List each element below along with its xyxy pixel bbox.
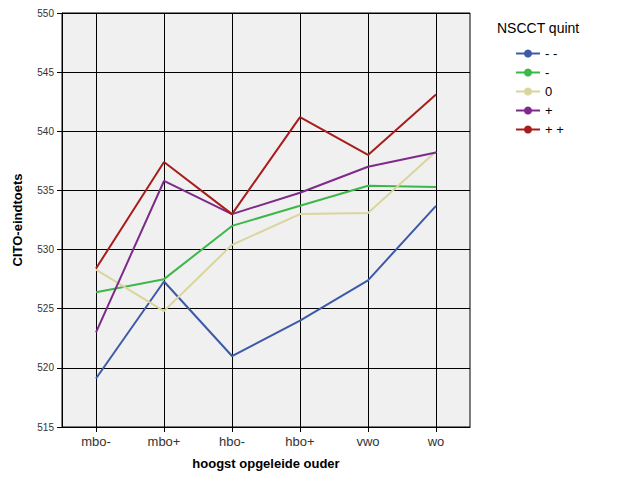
svg-text:530: 530 xyxy=(37,244,54,255)
svg-text:515: 515 xyxy=(37,422,54,433)
svg-text:+ +: + + xyxy=(545,122,564,137)
svg-text:-: - xyxy=(545,65,549,80)
svg-text:+: + xyxy=(545,103,553,118)
svg-text:hbo-: hbo- xyxy=(219,434,245,449)
svg-text:hbo+: hbo+ xyxy=(285,434,314,449)
svg-text:wo: wo xyxy=(427,434,445,449)
svg-text:550: 550 xyxy=(37,8,54,19)
svg-text:mbo+: mbo+ xyxy=(148,434,181,449)
svg-text:525: 525 xyxy=(37,303,54,314)
svg-text:545: 545 xyxy=(37,67,54,78)
svg-text:CITO-eindtoets: CITO-eindtoets xyxy=(10,174,25,267)
svg-text:NSCCT quint: NSCCT quint xyxy=(497,20,579,36)
svg-text:hoogst opgeleide ouder: hoogst opgeleide ouder xyxy=(192,456,339,471)
svg-text:mbo-: mbo- xyxy=(81,434,111,449)
svg-text:540: 540 xyxy=(37,126,54,137)
svg-text:- -: - - xyxy=(545,46,557,61)
svg-text:535: 535 xyxy=(37,185,54,196)
svg-text:0: 0 xyxy=(545,84,552,99)
svg-text:vwo: vwo xyxy=(356,434,379,449)
svg-text:520: 520 xyxy=(37,362,54,373)
